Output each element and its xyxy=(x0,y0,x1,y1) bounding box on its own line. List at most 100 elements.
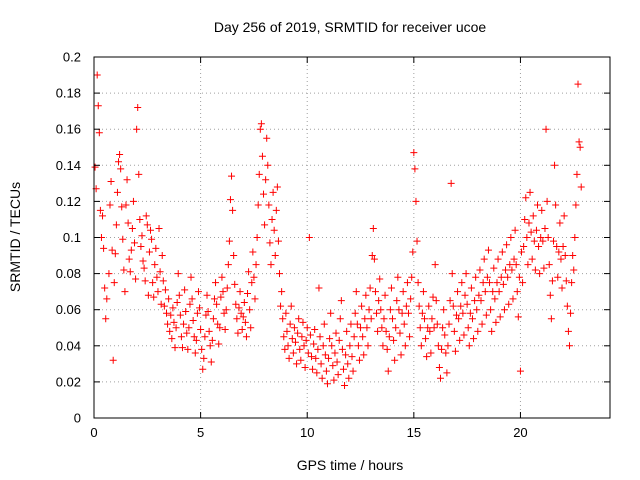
data-point xyxy=(285,354,293,362)
plot-frame xyxy=(93,56,611,419)
data-point xyxy=(313,369,321,377)
data-point xyxy=(418,309,426,317)
data-point xyxy=(225,237,233,245)
data-point xyxy=(311,326,319,334)
data-point xyxy=(567,309,575,317)
data-point xyxy=(336,315,344,323)
data-point xyxy=(186,300,194,308)
data-point xyxy=(299,318,307,326)
y-tick-labels: 0 0.02 0.04 0.06 0.08 0.1 0.12 0.14 0.16 0.18 0.2 xyxy=(56,50,81,426)
data-point xyxy=(116,150,124,158)
data-point xyxy=(224,261,232,269)
data-point xyxy=(203,291,211,299)
data-point xyxy=(463,300,471,308)
data-point xyxy=(348,353,356,361)
data-point xyxy=(357,324,365,332)
data-point xyxy=(342,351,350,359)
data-point xyxy=(448,270,456,278)
y-tick-label: 0.18 xyxy=(56,86,81,101)
data-point xyxy=(391,356,399,364)
data-point xyxy=(151,261,159,269)
data-point xyxy=(572,201,580,209)
data-point xyxy=(561,252,569,260)
data-point xyxy=(374,327,382,335)
data-point xyxy=(173,298,181,306)
data-point xyxy=(394,273,402,281)
data-point xyxy=(296,345,304,353)
data-point xyxy=(143,221,151,229)
data-point xyxy=(258,152,266,160)
data-point xyxy=(111,250,119,258)
data-point xyxy=(427,349,435,357)
data-point xyxy=(507,234,515,241)
data-point xyxy=(385,333,393,341)
data-point xyxy=(325,354,333,362)
data-point xyxy=(272,206,280,214)
y-tick-label: 0.08 xyxy=(56,266,81,281)
data-point xyxy=(94,102,102,110)
data-point xyxy=(221,326,229,334)
data-point xyxy=(145,248,153,256)
data-point xyxy=(289,349,297,357)
data-point xyxy=(442,349,450,357)
data-point xyxy=(428,315,436,323)
data-point xyxy=(377,306,385,314)
data-point xyxy=(256,125,264,133)
data-point xyxy=(433,320,441,328)
data-point xyxy=(436,374,444,382)
data-point xyxy=(168,335,176,343)
data-point xyxy=(445,320,453,328)
data-point xyxy=(310,340,318,348)
data-point xyxy=(425,302,433,310)
data-point xyxy=(412,197,420,205)
data-point xyxy=(397,351,405,359)
data-point xyxy=(189,317,197,325)
data-point xyxy=(326,335,334,343)
data-point xyxy=(293,360,301,368)
data-point xyxy=(499,280,507,288)
data-point xyxy=(171,344,179,352)
data-point xyxy=(511,226,519,234)
data-point xyxy=(278,288,286,296)
data-point xyxy=(546,291,554,299)
data-point xyxy=(147,226,155,234)
data-point xyxy=(455,315,463,323)
data-point xyxy=(159,277,167,285)
data-point xyxy=(295,315,303,323)
data-point xyxy=(319,342,327,350)
y-tick-label: 0.02 xyxy=(56,374,81,389)
x-axis-label: GPS time / hours xyxy=(297,457,404,473)
data-point xyxy=(495,288,503,296)
data-point xyxy=(175,291,183,299)
data-point xyxy=(375,297,383,305)
data-point xyxy=(440,306,448,314)
data-point xyxy=(91,163,99,171)
data-point xyxy=(505,300,513,308)
data-point xyxy=(498,248,506,256)
data-point xyxy=(508,266,516,274)
data-point xyxy=(148,235,156,243)
data-point xyxy=(218,273,226,281)
data-point xyxy=(400,320,408,328)
data-point xyxy=(366,284,374,292)
data-point xyxy=(260,190,268,198)
data-point xyxy=(205,327,213,335)
data-point xyxy=(573,170,581,178)
data-point xyxy=(263,134,271,142)
data-point xyxy=(444,342,452,350)
data-point xyxy=(123,176,131,184)
data-point xyxy=(155,224,163,232)
data-point xyxy=(281,345,289,353)
data-point xyxy=(409,248,417,256)
data-point xyxy=(201,333,209,341)
data-point xyxy=(93,71,101,79)
data-point xyxy=(543,197,551,205)
data-point xyxy=(271,252,279,260)
data-point xyxy=(547,315,555,323)
data-point xyxy=(118,203,126,211)
data-point xyxy=(558,284,566,292)
data-point xyxy=(506,261,514,269)
data-point xyxy=(174,270,182,278)
data-point xyxy=(291,338,299,346)
data-point xyxy=(368,252,376,260)
